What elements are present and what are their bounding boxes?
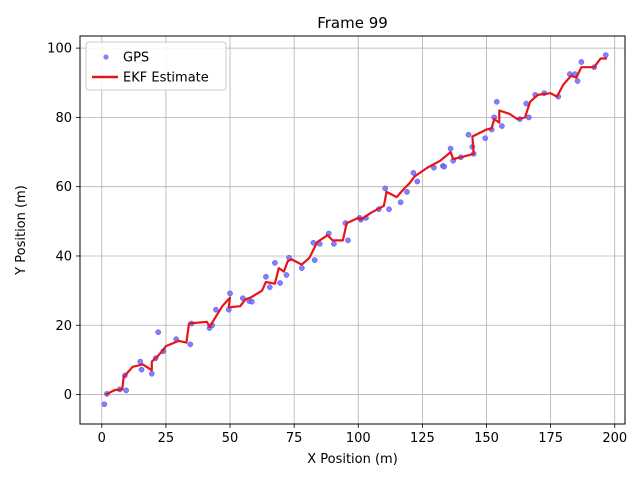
y-axis-label: Y Position (m) <box>14 185 29 276</box>
gps-point <box>213 306 219 313</box>
gps-point <box>101 401 108 408</box>
gps-point <box>482 135 489 141</box>
legend: GPS EKF Estimate <box>85 41 227 91</box>
gps-point <box>404 189 410 195</box>
legend-box <box>85 41 227 91</box>
gps-point <box>311 257 318 263</box>
y-tick-label: 0 <box>64 388 72 403</box>
x-tick-label: 150 <box>474 431 499 446</box>
y-tick-label: 100 <box>47 42 72 57</box>
legend-gps-marker <box>103 54 109 60</box>
x-tick-label: 125 <box>410 431 435 446</box>
gps-point <box>149 370 155 377</box>
gps-point <box>578 59 585 65</box>
chart-title: Frame 99 <box>317 14 388 32</box>
gps-point <box>493 99 500 105</box>
gps-point <box>441 163 447 170</box>
x-tick-label: 50 <box>222 431 239 446</box>
gps-point <box>382 185 389 192</box>
gps-point <box>574 78 581 84</box>
y-tick-label: 20 <box>55 319 72 334</box>
x-tick-label: 75 <box>286 431 303 446</box>
gps-point <box>283 272 290 278</box>
x-tick-label: 25 <box>158 431 175 446</box>
plot-frame <box>79 35 626 425</box>
x-tick-label: 175 <box>538 431 563 446</box>
gps-point <box>331 241 337 247</box>
gps-point <box>386 206 392 213</box>
gps-point <box>155 329 162 335</box>
y-tick-label: 60 <box>55 180 72 195</box>
axis-ticks: 0 25 50 75 100 125 150 175 200 0 20 40 60 80 100 <box>47 42 627 446</box>
gps-point <box>266 284 273 290</box>
gps-point <box>397 199 404 206</box>
gps-point <box>138 366 145 373</box>
gps-point <box>465 131 472 138</box>
gps-point <box>277 280 283 286</box>
gps-point <box>410 170 417 176</box>
gps-point <box>227 290 233 297</box>
gps-point <box>187 341 194 348</box>
gps-point <box>499 123 505 129</box>
gps-point <box>526 114 532 121</box>
gps-point <box>414 178 421 185</box>
x-tick-label: 0 <box>98 431 106 446</box>
gps-point <box>123 387 129 394</box>
gps-point <box>299 265 305 271</box>
x-axis-label: X Position (m) <box>307 452 398 467</box>
gps-point <box>447 145 454 152</box>
ekf-estimate-line <box>105 57 607 396</box>
plot-content <box>101 52 609 408</box>
grid-lines <box>80 36 625 424</box>
legend-gps-label: GPS <box>123 51 149 66</box>
y-tick-label: 80 <box>55 111 72 126</box>
gps-point <box>263 273 269 280</box>
gps-point <box>249 298 255 305</box>
x-tick-label: 100 <box>346 431 371 446</box>
gps-point <box>272 260 278 266</box>
gps-point <box>602 52 609 58</box>
x-tick-label: 200 <box>602 431 627 446</box>
y-tick-label: 40 <box>55 249 72 264</box>
legend-ekf-label: EKF Estimate <box>123 71 209 86</box>
gps-point <box>345 237 351 244</box>
